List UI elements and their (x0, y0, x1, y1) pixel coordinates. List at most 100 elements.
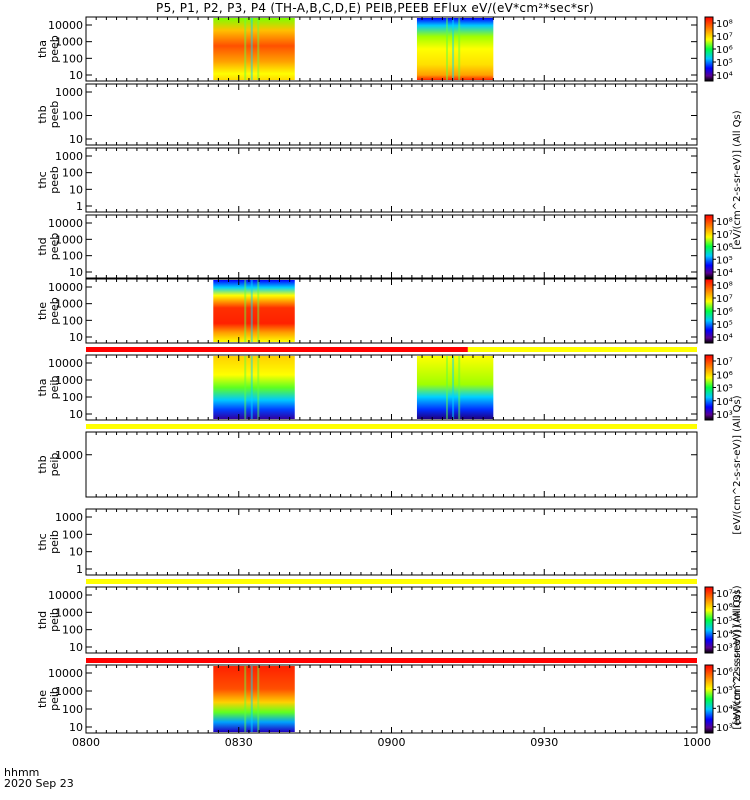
data-streak (257, 18, 260, 80)
panel-ylabel: thb (36, 105, 49, 123)
panel-ylabel: thc (36, 171, 49, 188)
panel-frame (85, 278, 698, 344)
colorbar-unit-label: [eV/(cm^2-s-sr-eV)] (All Qs) (732, 395, 743, 534)
colorbar (704, 664, 714, 734)
y-tick-label: 1000 (55, 150, 83, 163)
data-streak (244, 18, 247, 80)
y-tick-label: 100 (62, 52, 83, 65)
y-tick-label: 10000 (48, 281, 83, 294)
x-tick-label: 0800 (72, 736, 100, 749)
y-tick-label: 1000 (55, 374, 83, 387)
colorbar-tick-label: 10³ (716, 643, 733, 654)
colorbar-tick-label: 10⁷ (716, 294, 733, 305)
colorbar-tick-label: 10⁴ (716, 333, 733, 344)
data-streak (257, 280, 260, 342)
data-streak (257, 356, 260, 419)
quality-flag-bar (86, 424, 697, 429)
colorbar-tick-label: 10⁷ (716, 589, 733, 600)
y-tick-label: 10000 (48, 589, 83, 602)
date-label: 2020 Sep 23 (4, 777, 74, 790)
colorbar-tick-label: 10⁵ (716, 255, 733, 266)
data-streak (250, 666, 253, 732)
colorbar-tick-label: 10⁵ (716, 58, 733, 69)
panel-ylabel: tha (36, 378, 49, 396)
y-tick-label: 100 (62, 314, 83, 327)
panel-frame (85, 664, 698, 734)
data-streak (445, 356, 448, 419)
colorbar-unit-label: [eV/(cm^2-s-sr-eV)] (All Qs) (732, 585, 743, 724)
panel-frame (85, 586, 698, 654)
colorbar-tick-label: 10⁴ (716, 397, 733, 408)
colorbar (704, 214, 714, 279)
data-streak (244, 280, 247, 342)
colorbar-tick-label: 10⁸ (716, 281, 733, 292)
colorbar-tick-label: 10⁵ (716, 320, 733, 331)
colorbar (704, 586, 714, 654)
panel-ylabel: peeb (48, 35, 61, 63)
y-tick-label: 10000 (48, 217, 83, 230)
colorbar-unit-label: [eV/(cm^2-s-sr-eV)] (All Qs) (732, 110, 743, 249)
quality-flag-bar (467, 347, 697, 352)
y-tick-label: 100 (62, 624, 83, 637)
y-tick-label: 10 (69, 133, 83, 146)
panel-ylabel: thb (36, 455, 49, 473)
data-block (213, 280, 295, 342)
data-block (213, 18, 295, 80)
panel-frame (85, 147, 698, 213)
y-tick-label: 1000 (55, 685, 83, 698)
quality-flag-bar (86, 347, 468, 352)
data-block (213, 666, 295, 732)
y-tick-label: 100 (62, 167, 83, 180)
panel-ylabel: peeb (48, 101, 61, 129)
colorbar-tick-label: 10³ (716, 410, 733, 421)
x-tick-label: 0830 (225, 736, 253, 749)
colorbar-tick-label: 10⁴ (716, 630, 733, 641)
colorbar-tick-label: 10⁸ (716, 19, 733, 30)
panel-ylabel: the (36, 690, 49, 708)
y-tick-label: 1000 (55, 86, 83, 99)
panel-frame (85, 354, 698, 421)
y-tick-label: 10 (69, 546, 83, 559)
colorbar-tick-label: 10⁶ (716, 243, 733, 254)
colorbar (704, 354, 714, 421)
data-streak (445, 18, 448, 80)
colorbar-tick-label: 10⁷ (716, 32, 733, 43)
y-tick-label: 10000 (48, 357, 83, 370)
chart-title: P5, P1, P2, P3, P4 (TH-A,B,C,D,E) PEIB,P… (156, 1, 594, 15)
data-block (213, 356, 295, 419)
y-tick-label: 1000 (55, 36, 83, 49)
colorbar-unit-label: [eV/(cm^2-s-sr-eV)] (All Qs) (732, 590, 743, 729)
y-tick-label: 10 (69, 266, 83, 279)
y-tick-label: 10 (69, 408, 83, 421)
data-streak (458, 356, 461, 419)
panel-ylabel: peib (48, 608, 61, 632)
y-tick-label: 100 (62, 391, 83, 404)
colorbar-tick-label: 10⁵ (716, 616, 733, 627)
data-block (416, 356, 494, 419)
y-tick-label: 10 (69, 641, 83, 654)
x-tick-label: 0900 (378, 736, 406, 749)
data-streak (244, 666, 247, 732)
data-streak (452, 356, 455, 419)
panel-frame (85, 214, 698, 279)
panel-ylabel: peib (48, 453, 61, 477)
colorbar-tick-label: 10⁶ (716, 603, 733, 614)
y-tick-label: 1000 (55, 233, 83, 246)
y-tick-label: 100 (62, 250, 83, 263)
y-tick-label: 1 (76, 200, 83, 213)
panel-ylabel: peib (48, 376, 61, 400)
panel-ylabel: thd (36, 237, 49, 255)
y-tick-label: 1000 (55, 449, 83, 462)
y-tick-label: 100 (62, 703, 83, 716)
y-tick-label: 1000 (55, 298, 83, 311)
y-tick-label: 1000 (55, 606, 83, 619)
x-tick-label: 0930 (530, 736, 558, 749)
quality-flag-bar (86, 658, 697, 663)
data-streak (250, 18, 253, 80)
panel-ylabel: tha (36, 40, 49, 58)
data-block (416, 18, 494, 80)
colorbar-tick-label: 10⁸ (716, 217, 733, 228)
panel-ylabel: peib (48, 687, 61, 711)
panel-ylabel: peeb (48, 233, 61, 261)
